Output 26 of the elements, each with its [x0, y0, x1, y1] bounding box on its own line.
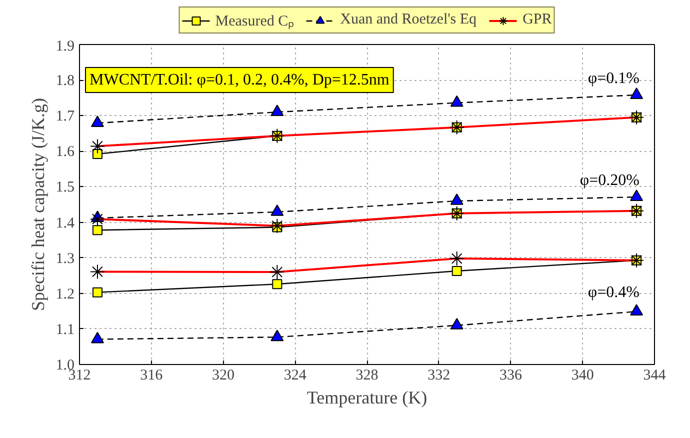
y-tick-label: 1.6 [56, 144, 75, 160]
y-tick-label: 1.5 [56, 180, 74, 196]
annotation: φ=0.20% [580, 172, 640, 189]
annotation: MWCNT/T.Oil: φ=0.1, 0.2, 0.4%, Dp=12.5nm [90, 72, 390, 88]
x-tick-label: 316 [140, 368, 164, 384]
y-tick-label: 1.8 [56, 73, 74, 90]
y-tick-label: 1.7 [56, 108, 75, 125]
x-tick-label: 332 [428, 368, 450, 384]
x-tick-label: 336 [500, 368, 522, 384]
y-axis-title: Specific heat capacity (J/K.g) [28, 98, 48, 311]
y-tick-label: 1.4 [56, 215, 75, 232]
legend-label: Xuan and Roetzel's Eq [340, 12, 477, 28]
y-tick-label: 1.3 [56, 250, 74, 267]
y-tick-label: 1.9 [56, 38, 74, 54]
x-tick-label: 344 [643, 368, 666, 384]
x-tick-label: 320 [212, 368, 234, 384]
annotation: φ=0.1% [588, 70, 640, 87]
legend-label: Measured Cₚ [215, 12, 294, 30]
y-tick-label: 1.2 [56, 286, 74, 302]
x-axis-title: Temperature (K) [306, 388, 428, 408]
x-tick-label: 324 [284, 368, 307, 384]
x-tick-label: 340 [571, 368, 594, 384]
annotation: φ=0.4% [588, 284, 640, 301]
x-tick-label: 328 [356, 368, 378, 384]
legend-label: GPR [522, 12, 552, 28]
y-tick-label: 1.1 [56, 322, 74, 338]
